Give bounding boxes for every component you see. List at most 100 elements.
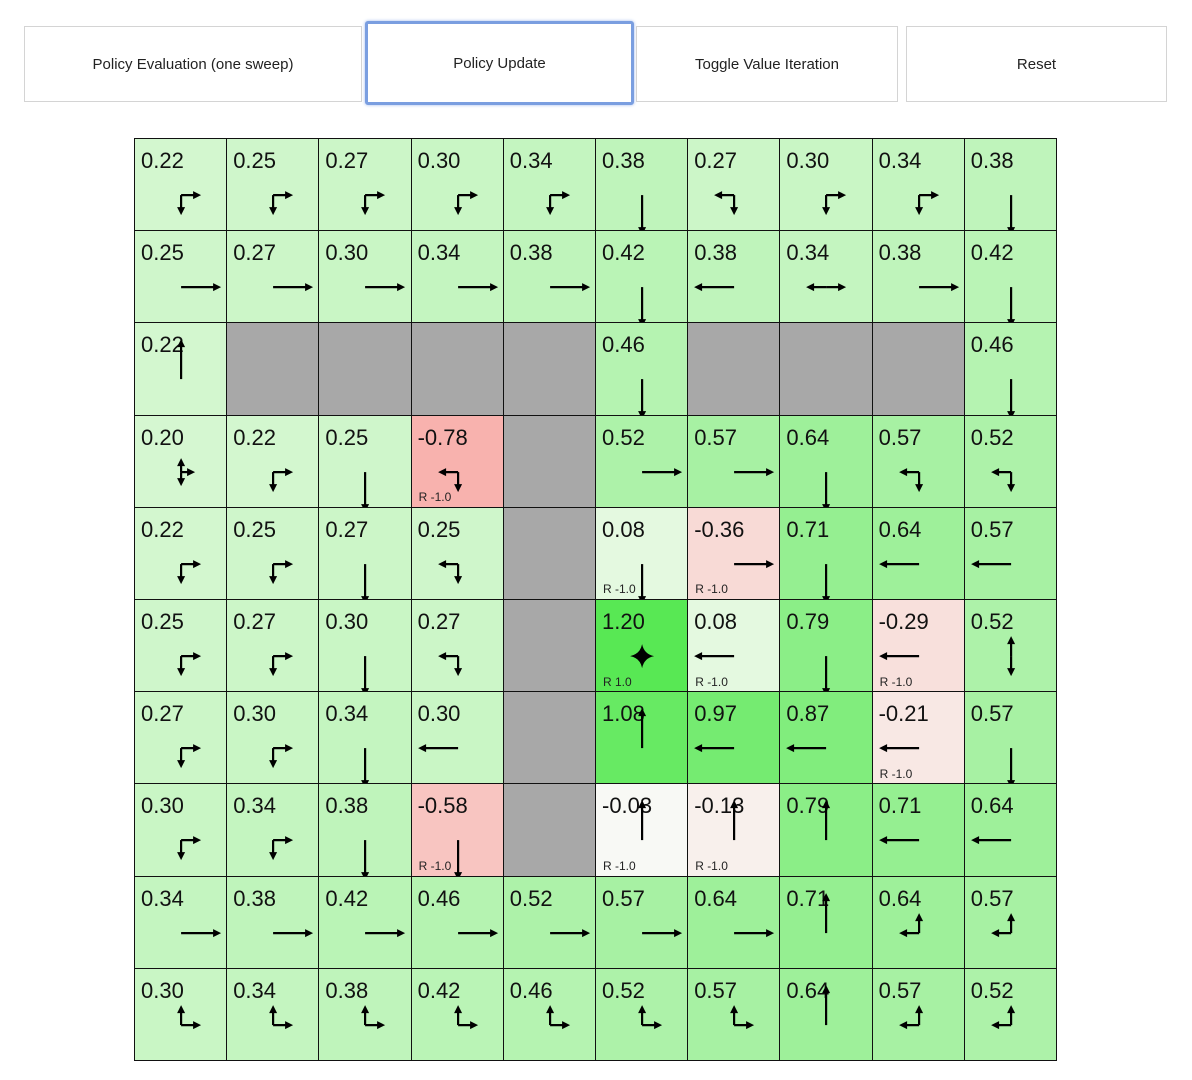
grid-cell[interactable]: 0.30 <box>226 691 320 785</box>
grid-cell[interactable]: 0.42 <box>410 967 505 1062</box>
wall-cell[interactable] <box>318 322 413 417</box>
toggle-value-iteration-button[interactable]: Toggle Value Iteration <box>636 26 898 102</box>
grid-cell[interactable]: 0.71 <box>779 506 874 604</box>
grid-cell[interactable]: 0.34 <box>871 138 966 232</box>
wall-cell[interactable] <box>779 322 874 417</box>
grid-cell[interactable]: 0.52 <box>963 967 1058 1062</box>
grid-cell[interactable]: 0.46 <box>963 322 1058 420</box>
grid-cell[interactable]: 0.30 <box>134 967 228 1062</box>
grid-cell[interactable]: 0.34 <box>779 230 874 324</box>
grid-cell[interactable]: 0.52 <box>502 875 597 970</box>
grid-cell[interactable]: 0.30 <box>134 783 228 878</box>
grid-cell[interactable]: 0.38 <box>226 875 320 970</box>
grid-cell[interactable]: 0.64 <box>871 506 966 601</box>
policy-update-button[interactable]: Policy Update <box>365 21 634 105</box>
grid-cell[interactable]: 0.97 <box>687 691 781 785</box>
grid-cell[interactable]: 0.79 <box>779 599 874 697</box>
grid-cell[interactable]: 0.08 R -1.0 <box>595 506 689 604</box>
grid-cell[interactable]: 0.38 <box>318 783 413 881</box>
grid-cell[interactable]: 0.46 <box>595 322 689 420</box>
grid-cell[interactable]: 0.27 <box>226 599 320 693</box>
grid-cell[interactable]: 0.64 <box>871 875 966 970</box>
grid-cell[interactable]: 0.52 <box>963 414 1058 509</box>
grid-cell[interactable]: 0.30 <box>779 138 874 232</box>
grid-cell[interactable]: 0.46 <box>410 875 505 970</box>
grid-cell[interactable]: 0.34 <box>226 967 320 1062</box>
wall-cell[interactable] <box>687 322 781 417</box>
wall-cell[interactable] <box>502 783 597 878</box>
grid-cell[interactable]: 0.27 <box>318 138 413 232</box>
grid-cell[interactable]: 1.20 R 1.0 <box>595 599 689 693</box>
grid-cell[interactable]: 0.20 <box>134 414 228 509</box>
wall-cell[interactable] <box>502 414 597 509</box>
grid-cell[interactable]: 0.30 <box>318 230 413 324</box>
wall-cell[interactable] <box>410 322 505 417</box>
grid-cell[interactable]: 0.42 <box>963 230 1058 328</box>
reset-button[interactable]: Reset <box>906 26 1167 102</box>
grid-cell[interactable]: 0.57 <box>871 967 966 1062</box>
grid-cell[interactable]: 0.57 <box>963 506 1058 601</box>
grid-cell[interactable]: 0.46 <box>502 967 597 1062</box>
grid-cell[interactable]: 0.27 <box>687 138 781 232</box>
grid-cell[interactable]: 0.38 <box>318 967 413 1062</box>
grid-cell[interactable]: 0.34 <box>226 783 320 878</box>
grid-cell[interactable]: 0.22 <box>226 414 320 509</box>
grid-cell[interactable]: 0.27 <box>134 691 228 785</box>
grid-cell[interactable]: 0.34 <box>410 230 505 324</box>
grid-cell[interactable]: -0.21 R -1.0 <box>871 691 966 785</box>
grid-cell[interactable]: 0.42 <box>318 875 413 970</box>
grid-cell[interactable]: 0.38 <box>595 138 689 236</box>
grid-cell[interactable]: 0.38 <box>687 230 781 324</box>
grid-cell[interactable]: 0.25 <box>134 230 228 324</box>
grid-cell[interactable]: 0.08 R -1.0 <box>687 599 781 693</box>
grid-cell[interactable]: 0.34 <box>134 875 228 970</box>
grid-cell[interactable]: 0.57 <box>687 414 781 509</box>
grid-cell[interactable]: 0.25 <box>134 599 228 693</box>
grid-cell[interactable]: 0.38 <box>871 230 966 324</box>
wall-cell[interactable] <box>871 322 966 417</box>
grid-cell[interactable]: 0.25 <box>410 506 505 601</box>
grid-cell[interactable]: 0.30 <box>410 691 505 785</box>
wall-cell[interactable] <box>502 691 597 785</box>
grid-cell[interactable]: 0.79 <box>779 783 874 878</box>
grid-cell[interactable]: -0.29 R -1.0 <box>871 599 966 693</box>
grid-cell[interactable]: 0.22 <box>134 506 228 601</box>
grid-cell[interactable]: 0.30 <box>410 138 505 232</box>
grid-cell[interactable]: 0.22 <box>134 138 228 232</box>
grid-cell[interactable]: -0.13 R -1.0 <box>687 783 781 878</box>
grid-cell[interactable]: -0.36 R -1.0 <box>687 506 781 601</box>
grid-cell[interactable]: -0.58 R -1.0 <box>410 783 505 881</box>
grid-cell[interactable]: 0.57 <box>595 875 689 970</box>
grid-cell[interactable]: 0.57 <box>963 875 1058 970</box>
grid-cell[interactable]: 0.71 <box>779 875 874 970</box>
wall-cell[interactable] <box>502 322 597 417</box>
grid-cell[interactable]: 0.30 <box>318 599 413 697</box>
grid-cell[interactable]: 0.57 <box>871 414 966 509</box>
grid-cell[interactable]: 0.34 <box>502 138 597 232</box>
grid-cell[interactable]: 0.87 <box>779 691 874 785</box>
grid-cell[interactable]: 0.52 <box>595 967 689 1062</box>
grid-cell[interactable]: 0.38 <box>963 138 1058 236</box>
wall-cell[interactable] <box>226 322 320 417</box>
grid-cell[interactable]: 0.42 <box>595 230 689 328</box>
grid-cell[interactable]: 0.57 <box>687 967 781 1062</box>
grid-cell[interactable]: 0.52 <box>595 414 689 509</box>
grid-cell[interactable]: 0.25 <box>226 138 320 232</box>
grid-cell[interactable]: 0.25 <box>226 506 320 601</box>
wall-cell[interactable] <box>502 599 597 693</box>
grid-cell[interactable]: 1.08 <box>595 691 689 785</box>
grid-cell[interactable]: 0.27 <box>410 599 505 693</box>
grid-cell[interactable]: 0.34 <box>318 691 413 789</box>
grid-cell[interactable]: 0.64 <box>779 414 874 512</box>
grid-cell[interactable]: 0.38 <box>502 230 597 324</box>
grid-cell[interactable]: 0.64 <box>963 783 1058 878</box>
grid-cell[interactable]: 0.52 <box>963 599 1058 693</box>
grid-cell[interactable]: 0.64 <box>779 967 874 1062</box>
wall-cell[interactable] <box>502 506 597 601</box>
grid-cell[interactable]: 0.25 <box>318 414 413 512</box>
grid-cell[interactable]: 0.22 <box>134 322 228 417</box>
grid-cell[interactable]: -0.78 R -1.0 <box>410 414 505 509</box>
grid-cell[interactable]: 0.71 <box>871 783 966 878</box>
policy-evaluation-button[interactable]: Policy Evaluation (one sweep) <box>24 26 362 102</box>
grid-cell[interactable]: -0.03 R -1.0 <box>595 783 689 878</box>
